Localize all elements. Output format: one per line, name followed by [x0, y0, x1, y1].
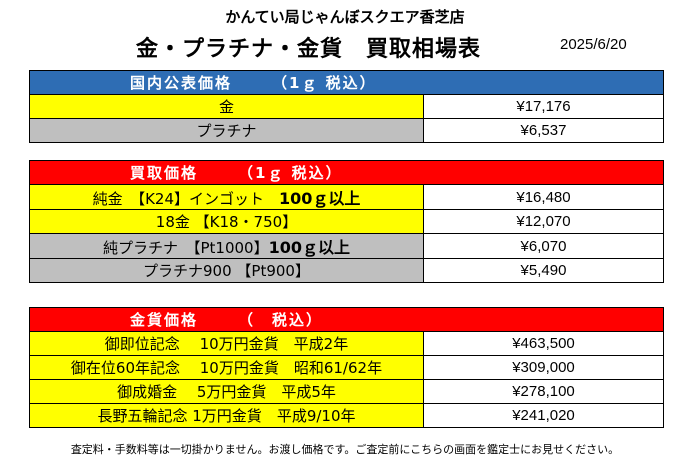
table-row: 御成婚金 5万円金貨 平成5年 ¥278,100	[29, 379, 664, 404]
table-row: プラチナ900 【Pt900】 ¥5,490	[29, 258, 664, 283]
item-price: ¥12,070	[423, 209, 664, 234]
item-label: 御成婚金 5万円金貨 平成5年	[29, 379, 424, 404]
domestic-unit: （1ｇ 税込）	[272, 74, 377, 92]
item-label: プラチナ	[29, 118, 424, 143]
item-label-bold: 100ｇ以上	[279, 189, 361, 208]
item-label-bold: 100ｇ以上	[268, 238, 350, 257]
buyback-price-table: 買取価格 （1ｇ 税込） 純金 【K24】インゴット 100ｇ以上 ¥16,480…	[29, 160, 664, 283]
item-label: 金	[29, 94, 424, 119]
domestic-header: 国内公表価格 （1ｇ 税込）	[29, 70, 664, 95]
item-price: ¥6,537	[423, 118, 664, 143]
item-price: ¥5,490	[423, 258, 664, 283]
item-label-text: 純プラチナ 【Pt1000】	[102, 239, 269, 257]
item-label: プラチナ900 【Pt900】	[29, 258, 424, 283]
store-name: かんてい局じゃんぼスクエア香芝店	[225, 8, 465, 26]
table-row: 御即位記念 10万円金貨 平成2年 ¥463,500	[29, 331, 664, 356]
item-price: ¥309,000	[423, 355, 664, 380]
item-price: ¥241,020	[423, 403, 664, 428]
item-price: ¥278,100	[423, 379, 664, 404]
buyback-heading: 買取価格	[130, 164, 199, 182]
table-row: 長野五輪記念 1万円金貨 平成9/10年 ¥241,020	[29, 403, 664, 428]
item-label: 御即位記念 10万円金貨 平成2年	[29, 331, 424, 356]
domestic-price-table: 国内公表価格 （1ｇ 税込） 金 ¥17,176 プラチナ ¥6,537	[29, 70, 664, 143]
table-row: 御在位60年記念 10万円金貨 昭和61/62年 ¥309,000	[29, 355, 664, 380]
item-label-text: 18金 【K18・750】	[155, 213, 298, 231]
footer-note: 査定料・手数料等は一切掛かりません。お渡し価格です。ご査定前にこちらの画面を鑑定…	[70, 443, 620, 456]
domestic-heading: 国内公表価格	[130, 74, 233, 92]
item-price: ¥6,070	[423, 233, 664, 259]
coin-price-table: 金貨価格 （ 税込） 御即位記念 10万円金貨 平成2年 ¥463,500 御在位…	[29, 307, 664, 428]
item-label: 長野五輪記念 1万円金貨 平成9/10年	[29, 403, 424, 428]
table-row: 金 ¥17,176	[29, 94, 664, 119]
buyback-header: 買取価格 （1ｇ 税込）	[29, 160, 664, 185]
page-title: 金・プラチナ・金貨 買取相場表	[136, 37, 482, 62]
item-price: ¥16,480	[423, 184, 664, 210]
item-label: 純金 【K24】インゴット 100ｇ以上	[29, 184, 424, 210]
item-price: ¥463,500	[423, 331, 664, 356]
date-label: 2025/6/20	[560, 36, 627, 53]
coin-header: 金貨価格 （ 税込）	[29, 307, 664, 332]
item-label-text: プラチナ900 【Pt900】	[143, 262, 310, 280]
buyback-unit: （1ｇ 税込）	[238, 164, 343, 182]
coin-heading: 金貨価格	[130, 311, 199, 329]
table-row: 18金 【K18・750】 ¥12,070	[29, 209, 664, 234]
coin-unit: （ 税込）	[238, 311, 324, 329]
item-price: ¥17,176	[423, 94, 664, 119]
item-label: 御在位60年記念 10万円金貨 昭和61/62年	[29, 355, 424, 380]
item-label-text: 純金 【K24】インゴット	[92, 190, 280, 208]
table-row: 純金 【K24】インゴット 100ｇ以上 ¥16,480	[29, 184, 664, 210]
table-row: 純プラチナ 【Pt1000】100ｇ以上 ¥6,070	[29, 233, 664, 259]
table-row: プラチナ ¥6,537	[29, 118, 664, 143]
item-label: 18金 【K18・750】	[29, 209, 424, 234]
item-label: 純プラチナ 【Pt1000】100ｇ以上	[29, 233, 424, 259]
